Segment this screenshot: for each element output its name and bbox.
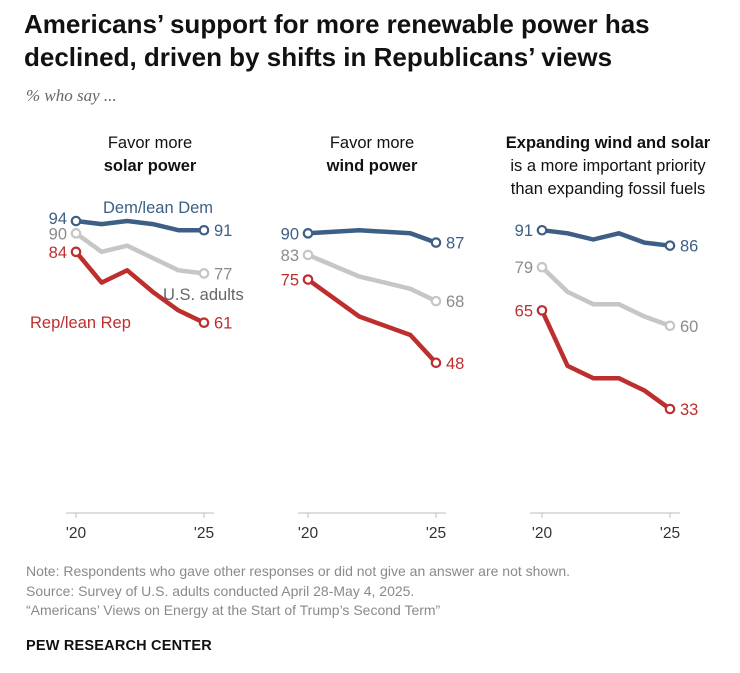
- panel-3-rep-end-label: 33: [680, 401, 698, 419]
- note-text: Note: Respondents who gave other respons…: [26, 563, 570, 579]
- panel-3-heading-line3: than expanding fossil fuels: [510, 180, 706, 198]
- panel-2-dem-end-label: 87: [446, 235, 464, 253]
- panel-2-heading-line1: Favor more: [329, 134, 415, 152]
- panel-1-rep-point: [70, 246, 82, 258]
- panel-2-rep-point: [430, 357, 442, 369]
- panel-1-x-tick-label: '20: [66, 525, 87, 542]
- chart-subtitle: % who say ...: [26, 86, 117, 105]
- panel-2-x-tick-label: '20: [298, 525, 319, 542]
- panel-1-rep-point: [198, 317, 210, 329]
- source-text: Source: Survey of U.S. adults conducted …: [26, 582, 415, 599]
- panel-3-heading: Expanding wind and solar is a more impor…: [478, 132, 738, 201]
- panel-1-rep-end-label: 61: [214, 315, 232, 333]
- panel-3-rep-line: [539, 308, 673, 412]
- panel-3-total-end-label: 60: [680, 318, 698, 336]
- panel-1-total-point: [70, 228, 82, 239]
- panel-1-total-end-label: 77: [214, 265, 232, 283]
- report-title: “Americans’ Views on Energy at the Start…: [26, 602, 441, 618]
- panel-3-dem-line: [539, 227, 673, 248]
- panel-3-heading-line1: Expanding wind and solar: [505, 134, 711, 152]
- series-name-total: U.S. adults: [163, 286, 244, 304]
- panel-3-dem-point: [536, 224, 548, 236]
- panel-2-total-point: [430, 295, 442, 307]
- panel-3-dem-point: [664, 240, 676, 251]
- panel-2-total-start-label: 83: [281, 247, 299, 265]
- panel-1-dem-point: [70, 215, 82, 227]
- panel-3-total-point: [664, 320, 676, 332]
- panel-2-total-end-label: 68: [446, 293, 464, 311]
- chart-title: Americans’ support for more renewable po…: [24, 9, 650, 72]
- footnotes: Note: Respondents who gave other respons…: [26, 562, 570, 621]
- panel-2-rep-start-label: 75: [281, 272, 299, 290]
- panel-1-dem-start-label: 94: [49, 210, 67, 228]
- panel-1-rep-start-label: 84: [49, 244, 67, 262]
- panel-3-rep-point: [664, 403, 676, 415]
- panel-3-dem-end-label: 86: [680, 238, 698, 256]
- panel-3-x-tick-label: '25: [660, 525, 680, 542]
- brand-logo-text: PEW RESEARCH CENTER: [26, 638, 212, 654]
- panel-2-heading-line2: wind power: [326, 157, 418, 175]
- panel-3-rep-point: [536, 305, 548, 316]
- panel-1-dem-line: [73, 218, 207, 233]
- panel-2-dem-point: [430, 237, 442, 248]
- panel-1-total-start-label: 90: [49, 225, 67, 243]
- panel-2-dem-line: [305, 227, 439, 245]
- panel-2-dem-start-label: 90: [281, 225, 299, 243]
- panel-1-total-point: [198, 268, 210, 279]
- panel-2-x-tick-label: '25: [426, 525, 446, 542]
- panel-2-rep-end-label: 48: [446, 355, 464, 373]
- panel-3-total-point: [536, 261, 548, 273]
- panel-1-x-tick-label: '25: [194, 525, 214, 542]
- panel-3-x-tick-label: '20: [532, 525, 553, 542]
- panel-3-dem-start-label: 91: [515, 222, 533, 240]
- panel-1-dem-end-label: 91: [214, 222, 232, 240]
- panel-3-rep-start-label: 65: [515, 302, 533, 320]
- panel-1-total-line: [73, 231, 207, 276]
- panel-3-total-start-label: 79: [515, 259, 533, 277]
- panel-1-heading-line2: solar power: [103, 157, 197, 175]
- panel-1-heading: Favor more solar power: [60, 132, 240, 178]
- panel-1-dem-point: [198, 224, 210, 236]
- panel-2-total-point: [302, 249, 314, 261]
- panel-1-rep-line: [73, 249, 207, 325]
- panel-2-total-line: [305, 252, 439, 304]
- panel-2-heading: Favor more wind power: [282, 132, 462, 178]
- panel-2-dem-point: [302, 228, 314, 239]
- series-name-rep: Rep/lean Rep: [30, 314, 131, 332]
- panel-3-heading-line2: is a more important priority: [510, 157, 706, 175]
- panel-2-rep-line: [305, 277, 439, 366]
- panel-2-rep-point: [302, 274, 314, 285]
- panel-3-total-line: [539, 264, 673, 329]
- series-name-dem: Dem/lean Dem: [103, 199, 213, 217]
- panel-1-heading-line1: Favor more: [107, 134, 193, 152]
